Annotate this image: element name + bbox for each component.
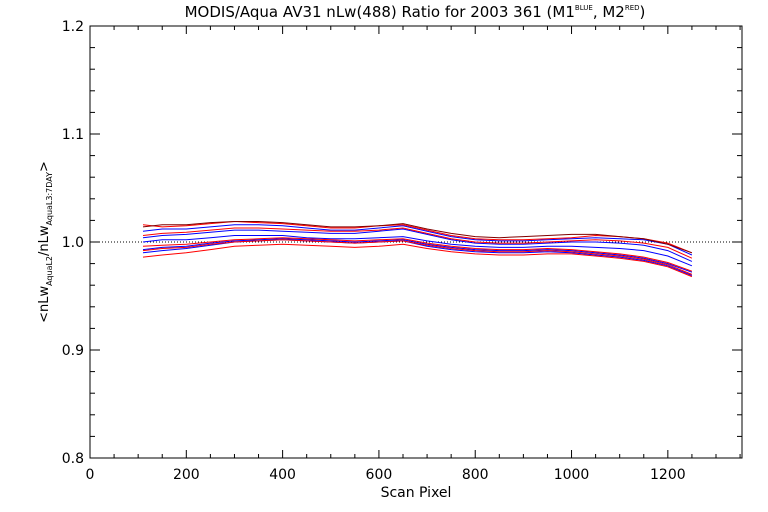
series-line-blue-4 (142, 228, 693, 262)
x-tick-label: 800 (462, 467, 489, 483)
x-tick-label: 600 (366, 467, 393, 483)
series-line-red-8 (142, 243, 693, 278)
x-tick-label: 1200 (650, 467, 686, 483)
title-end: ) (640, 3, 646, 21)
series-line-red-6 (142, 239, 693, 275)
x-tick-label: 0 (86, 467, 95, 483)
y-tick-label: 0.8 (62, 451, 84, 467)
series-line-blue-5 (142, 224, 693, 256)
chart-title: MODIS/Aqua AV31 nLw(488) Ratio for 2003 … (185, 3, 646, 21)
y-tick-label: 0.9 (62, 343, 84, 359)
x-axis-label: Scan Pixel (381, 485, 452, 501)
y-tick-label: 1.0 (62, 235, 84, 251)
axes: 0 200 400 600 800 1000 1200 0.8 0.9 1.0 1.1 1.2 (62, 19, 742, 483)
series-line-blue-3 (142, 235, 693, 267)
y-label-part3: > (37, 161, 52, 172)
plot-area (90, 220, 742, 278)
y-label-sub1: AquaL2 (45, 256, 54, 286)
y-label-part2: /nLw (37, 225, 52, 256)
series-line-maroon-11 (142, 221, 693, 254)
series-line-red-7 (142, 237, 693, 272)
title-mid: , M2 (593, 3, 625, 21)
x-tick-label: 1000 (554, 467, 590, 483)
y-label-part1: <nLw (37, 286, 52, 323)
title-main: MODIS/Aqua AV31 nLw(488) Ratio for 2003 … (185, 3, 575, 21)
y-label-sub2: AquaL3:7DAY (45, 172, 54, 226)
series-line-red-9 (142, 227, 693, 259)
title-sup-blue: BLUE (575, 4, 593, 12)
x-tick-label: 400 (269, 467, 296, 483)
x-tick-label: 200 (173, 467, 200, 483)
y-axis-label: <nLwAquaL2/nLwAquaL3:7DAY> (37, 161, 54, 323)
y-tick-label: 1.2 (62, 19, 84, 35)
title-sup-red: RED (625, 4, 640, 12)
y-tick-label: 1.1 (62, 127, 84, 143)
series-line-blue-2 (142, 238, 693, 273)
